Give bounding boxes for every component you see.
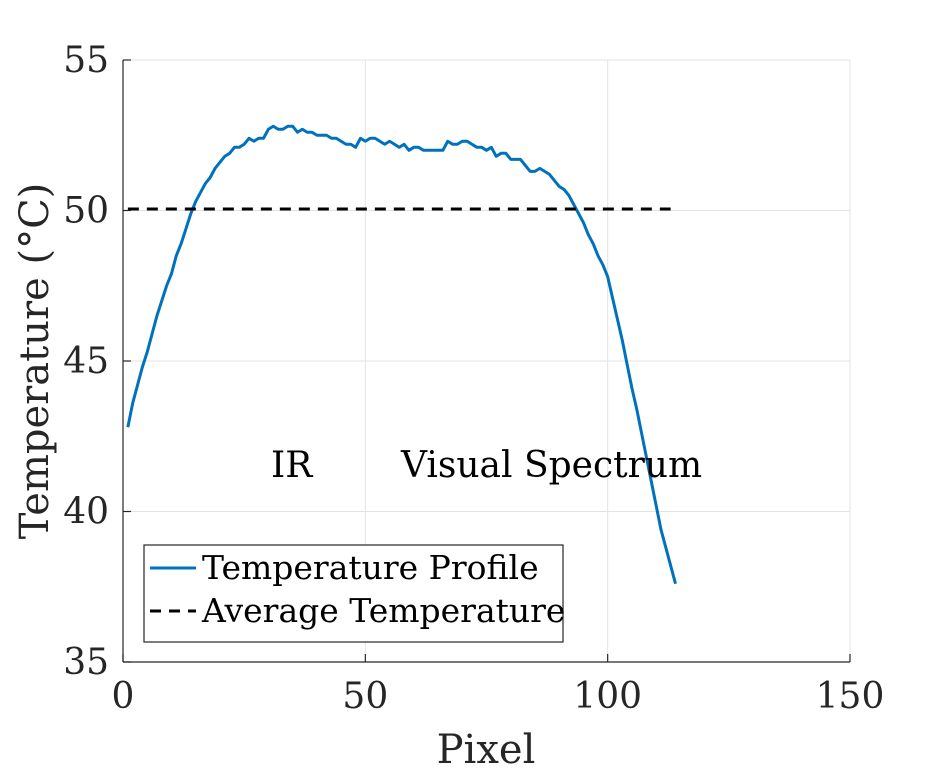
x-axis-label: Pixel <box>437 727 536 773</box>
y-axis-label: Temperature (°C) <box>12 183 58 540</box>
legend-label-average-temperature: Average Temperature <box>201 591 565 630</box>
annotation-ir: IR <box>271 445 313 486</box>
series-lines <box>126 124 677 585</box>
y-tick-label: 35 <box>63 642 109 683</box>
y-tick-label: 45 <box>63 341 109 382</box>
legend: Temperature Profile Average Temperature <box>143 544 565 643</box>
x-tick-label: 100 <box>573 676 642 717</box>
y-tick-label: 50 <box>63 191 109 232</box>
y-tick-label: 55 <box>63 40 109 81</box>
tick-labels: 0 50 100 150 35 40 45 50 55 <box>63 40 884 717</box>
x-tick-label: 50 <box>342 676 388 717</box>
series-line-temperature-profile <box>126 124 677 585</box>
x-tick-label: 150 <box>816 676 885 717</box>
x-tick-label: 0 <box>112 676 135 717</box>
annotation-visual-spectrum: Visual Spectrum <box>400 445 702 486</box>
legend-label-temperature-profile: Temperature Profile <box>202 548 539 587</box>
legend-box <box>143 544 564 643</box>
y-tick-label: 40 <box>63 492 109 533</box>
axes <box>122 59 851 663</box>
